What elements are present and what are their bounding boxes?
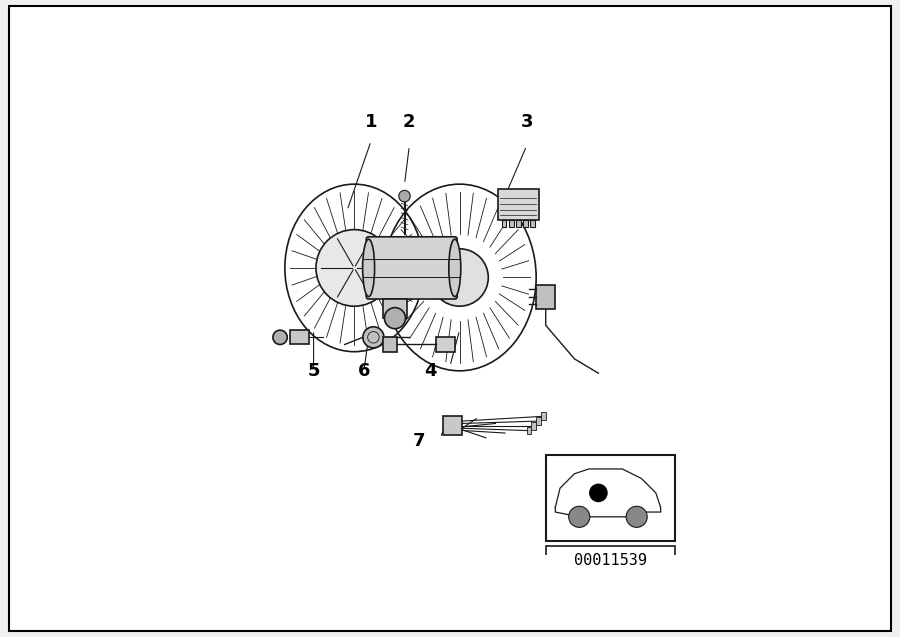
Circle shape [384, 308, 406, 329]
Bar [531, 422, 536, 430]
Bar [545, 455, 675, 541]
Bar [516, 220, 521, 227]
Bar [536, 285, 555, 308]
Bar [436, 338, 454, 352]
FancyBboxPatch shape [545, 547, 675, 562]
Circle shape [590, 484, 607, 501]
Circle shape [363, 327, 384, 348]
Bar [383, 338, 397, 352]
Ellipse shape [431, 249, 489, 306]
Bar [523, 220, 528, 227]
Text: 6: 6 [357, 362, 370, 380]
Circle shape [273, 330, 287, 345]
Circle shape [569, 506, 590, 527]
Bar [290, 330, 309, 345]
Bar [443, 417, 462, 436]
Circle shape [399, 190, 410, 202]
Bar [498, 189, 538, 220]
Circle shape [626, 506, 647, 527]
Bar [508, 220, 514, 227]
Text: 2: 2 [403, 113, 416, 131]
Text: 3: 3 [520, 113, 533, 131]
FancyBboxPatch shape [366, 237, 457, 299]
Text: 00011539: 00011539 [574, 553, 647, 568]
Bar [541, 413, 545, 420]
Text: 5: 5 [307, 362, 320, 380]
Ellipse shape [363, 239, 374, 297]
Bar [383, 299, 407, 318]
Ellipse shape [316, 229, 392, 306]
Bar [530, 220, 536, 227]
Text: 7: 7 [412, 432, 425, 450]
Bar [536, 417, 541, 425]
Bar [526, 427, 531, 434]
Ellipse shape [449, 239, 461, 297]
Text: 1: 1 [364, 113, 377, 131]
Bar [501, 220, 507, 227]
Text: 4: 4 [425, 362, 437, 380]
